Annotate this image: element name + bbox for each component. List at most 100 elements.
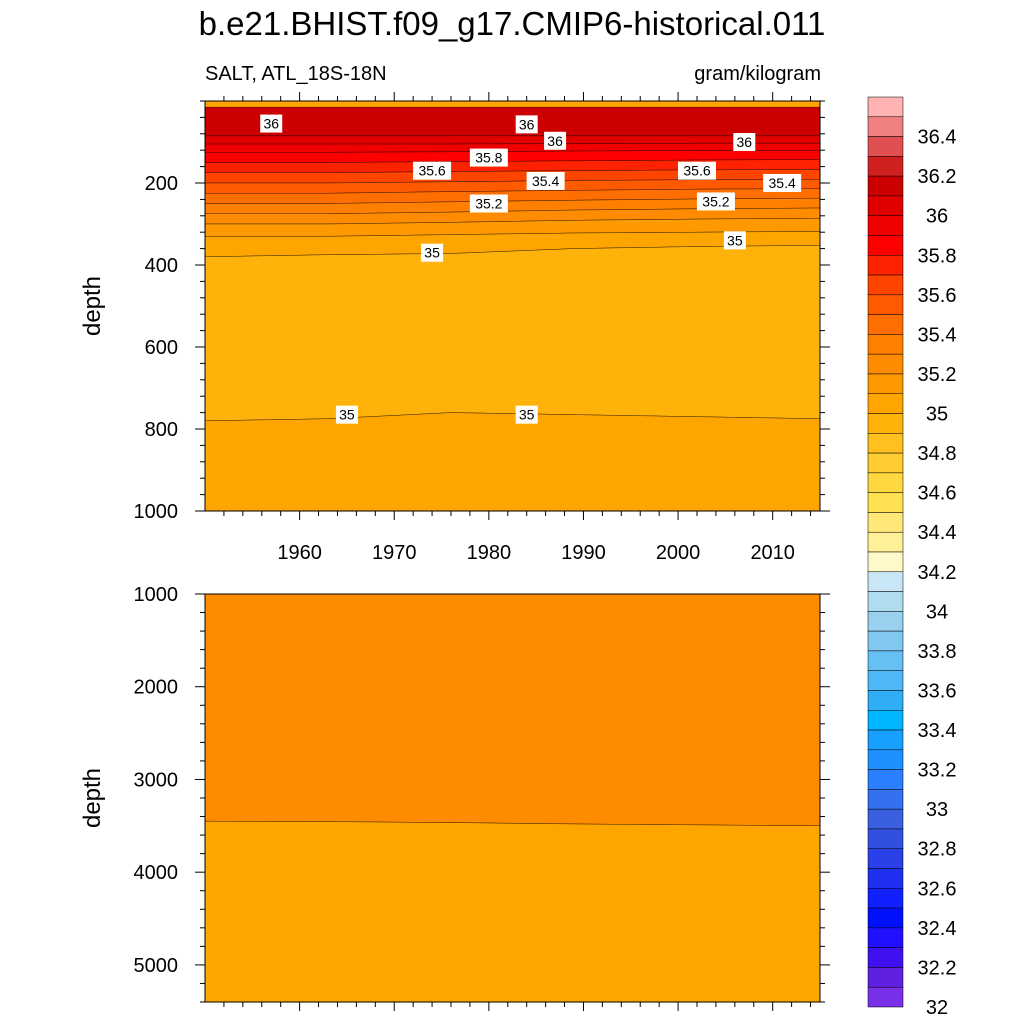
contour-label: 35: [424, 245, 440, 261]
contour-label-box: [421, 243, 444, 262]
colorbar-swatch: [867, 967, 904, 988]
colorbar-swatch: [867, 749, 904, 770]
colorbar-label: 35.8: [918, 245, 957, 267]
x-tick-label: 1970: [372, 542, 417, 564]
y-axis-title: depth: [79, 768, 106, 828]
colorbar-swatch: [867, 808, 904, 830]
colorbar-swatch: [867, 96, 904, 118]
x-tick-label: 1980: [467, 542, 512, 564]
colorbar-swatch: [867, 710, 904, 731]
y-axis-title: depth: [79, 276, 106, 336]
contour-band: [204, 245, 821, 422]
x-tick-label: 1990: [561, 542, 606, 564]
colorbar-swatch: [867, 571, 904, 592]
colorbar-swatch: [867, 947, 904, 968]
y-tick-label: 1000: [134, 501, 179, 523]
x-tick-label: 2010: [750, 542, 795, 564]
colorbar-swatch: [867, 314, 904, 335]
colorbar-swatch: [867, 294, 904, 315]
variable-region-label: SALT, ATL_18S-18N: [205, 63, 387, 85]
contour-band: [204, 135, 821, 145]
contour-label-box: [469, 194, 508, 213]
colorbar-label: 33.4: [918, 720, 957, 742]
y-tick-label: 5000: [134, 955, 179, 977]
colorbar-swatch: [867, 353, 904, 375]
contour-label-box: [260, 114, 283, 133]
colorbar-label: 32: [926, 997, 948, 1019]
lower-depth-panel: 1000 2000 3000 4000 5000 depth: [79, 584, 830, 1011]
colorbar-swatch: [867, 828, 904, 849]
colorbar-swatch: [867, 650, 904, 671]
x-tick-label: 2000: [656, 542, 701, 564]
contour-label-box: [763, 174, 802, 192]
colorbar-label: 33.6: [918, 680, 957, 702]
colorbar-swatch: [867, 215, 904, 236]
colorbar-swatch: [867, 729, 904, 751]
y-tick-label: 600: [145, 337, 178, 359]
y-tick-label: 4000: [134, 862, 179, 884]
colorbar-label: 32.6: [918, 878, 957, 900]
contour-label-box: [678, 161, 716, 180]
colorbar-swatch: [867, 670, 904, 691]
colorbar-label: 33.2: [918, 760, 957, 782]
contour-label: 35.6: [418, 163, 445, 179]
plot-frame: [204, 100, 821, 512]
colorbar-swatch: [867, 690, 904, 711]
colorbar-swatch: [867, 393, 904, 414]
colorbar-swatch: [867, 868, 904, 889]
colorbar-swatch: [867, 175, 904, 197]
colorbar-label: 34.4: [918, 522, 957, 544]
y-tick-label: 200: [145, 173, 178, 195]
colorbar-swatch: [867, 531, 904, 553]
colorbar-swatch: [867, 274, 904, 296]
colorbar-swatch: [867, 630, 904, 652]
contour-label: 36: [263, 116, 279, 132]
x-tick-label: 1960: [277, 542, 322, 564]
contour-label: 35.6: [683, 163, 710, 179]
contour-label-box: [515, 405, 538, 424]
contour-label: 35.4: [769, 175, 796, 191]
colorbar-swatch: [867, 334, 904, 355]
colorbar-swatch: [867, 907, 904, 929]
contour-label-box: [733, 133, 756, 151]
colorbar-label: 34.8: [918, 443, 957, 465]
contour-label-box: [413, 161, 452, 180]
colorbar-label: 32.8: [918, 839, 957, 861]
contour-band: [204, 593, 821, 827]
y-tick-label: 400: [145, 255, 178, 277]
colorbar-swatch: [867, 235, 904, 256]
y-tick-label: 1000: [134, 584, 179, 606]
contour-label: 35: [727, 232, 743, 248]
contour-label-box: [469, 148, 508, 167]
contour-label: 35: [339, 407, 355, 423]
colorbar-swatch: [867, 848, 904, 869]
contour-label: 35.2: [702, 193, 729, 209]
contour-label: 36: [547, 133, 563, 149]
colorbar-label: 35.6: [918, 285, 957, 307]
colorbar-label: 36: [926, 206, 948, 228]
colorbar-swatch: [867, 512, 904, 533]
colorbar-swatch: [867, 888, 904, 909]
colorbar-label: 36.4: [918, 127, 957, 149]
colorbar-swatch: [867, 472, 904, 493]
colorbar-swatch: [867, 611, 904, 632]
colorbar-label: 34.6: [918, 483, 957, 505]
contour-label: 36: [519, 116, 535, 132]
colorbar-swatch: [867, 195, 904, 216]
colorbar-label: 36.2: [918, 166, 957, 188]
contour-label: 35.2: [475, 196, 502, 212]
colorbar-label: 35.2: [918, 364, 957, 386]
contour-band: [204, 106, 821, 137]
contour-band: [204, 820, 821, 1003]
contour-label-box: [526, 171, 565, 190]
colorbar-swatch: [867, 116, 904, 137]
colorbar-label: 32.4: [918, 918, 957, 940]
contour-band: [204, 412, 821, 512]
colorbar-swatch: [867, 986, 904, 1008]
colorbar-label: 35: [926, 404, 948, 426]
y-tick-label: 2000: [134, 677, 179, 699]
colorbar-swatch: [867, 136, 904, 157]
contour-label-box: [544, 131, 567, 150]
colorbar-swatch: [867, 433, 904, 454]
